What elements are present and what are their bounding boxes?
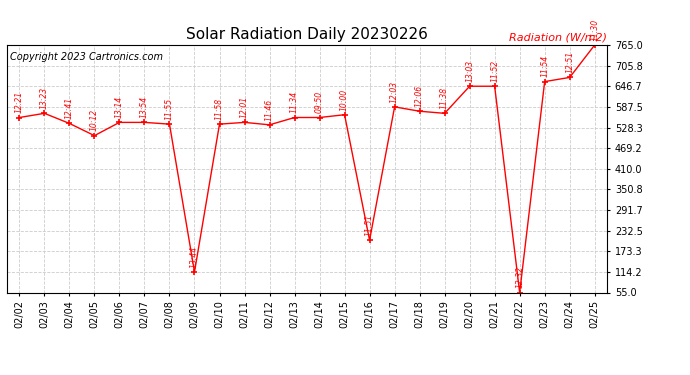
- Text: 12:51: 12:51: [565, 51, 574, 73]
- Text: 12:06: 12:06: [415, 85, 424, 107]
- Text: Radiation (W/m2): Radiation (W/m2): [509, 33, 607, 42]
- Text: 11:51: 11:51: [365, 214, 374, 236]
- Text: 13:14: 13:14: [115, 96, 124, 118]
- Text: 12:21: 12:21: [15, 91, 24, 113]
- Text: 11:55: 11:55: [165, 98, 174, 120]
- Text: 09:50: 09:50: [315, 91, 324, 113]
- Text: 11:46: 11:46: [265, 99, 274, 121]
- Text: Copyright 2023 Cartronics.com: Copyright 2023 Cartronics.com: [10, 53, 163, 62]
- Text: 13:03: 13:03: [465, 60, 474, 82]
- Text: 11:38: 11:38: [440, 87, 449, 109]
- Text: 13:44: 13:44: [190, 246, 199, 268]
- Text: 11:54: 11:54: [540, 55, 549, 77]
- Text: 11:58: 11:58: [215, 98, 224, 120]
- Text: 12:01: 12:01: [240, 96, 249, 118]
- Text: 11:34: 11:34: [290, 91, 299, 113]
- Text: 12:03: 12:03: [390, 81, 399, 103]
- Text: 12:32: 12:32: [515, 266, 524, 288]
- Text: 13:23: 13:23: [40, 87, 49, 109]
- Title: Solar Radiation Daily 20230226: Solar Radiation Daily 20230226: [186, 27, 428, 42]
- Text: 11:30: 11:30: [590, 19, 599, 41]
- Text: 11:52: 11:52: [490, 60, 499, 82]
- Text: 13:54: 13:54: [140, 96, 149, 118]
- Text: 10:12: 10:12: [90, 110, 99, 132]
- Text: 12:41: 12:41: [65, 97, 74, 119]
- Text: 10:00: 10:00: [340, 88, 349, 111]
